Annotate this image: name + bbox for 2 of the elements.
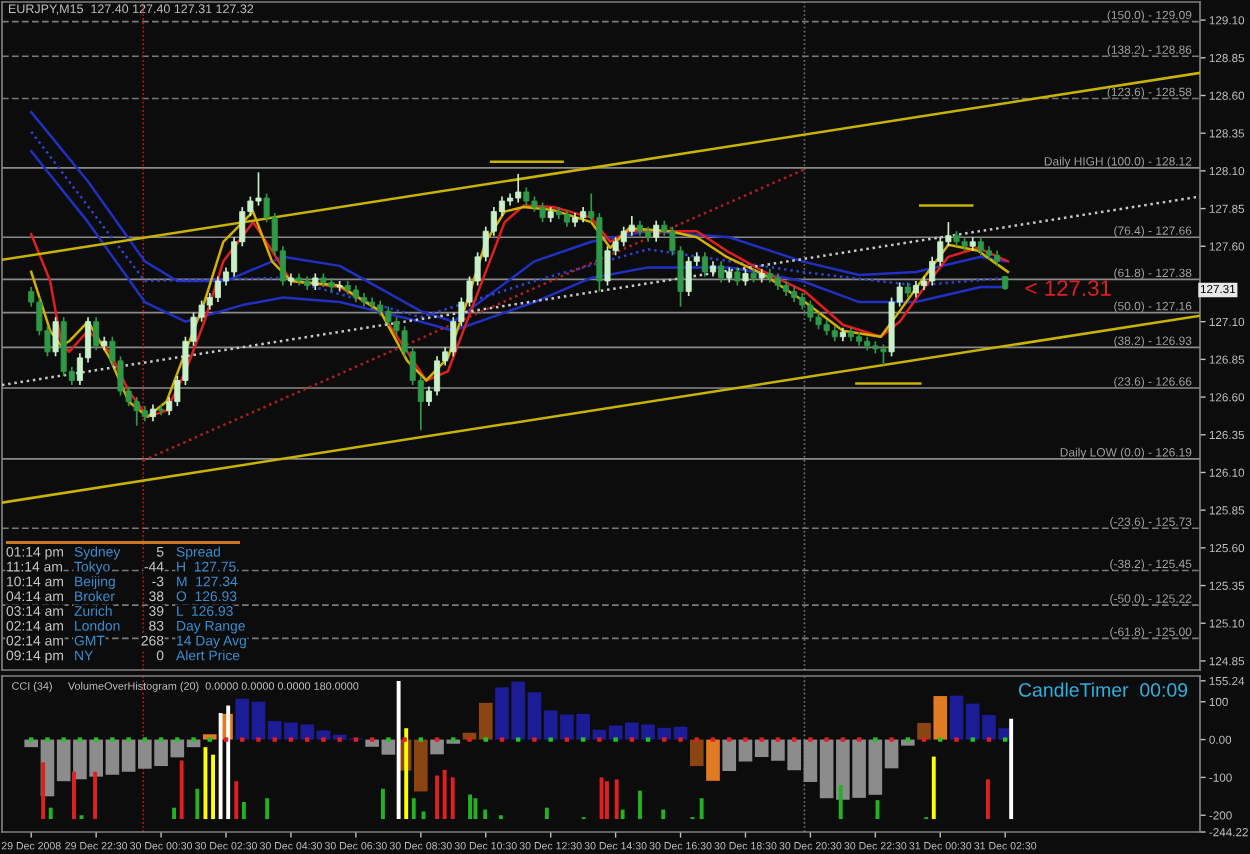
annotation: CandleTimer 00:09	[1018, 682, 1188, 697]
annotation: < 127.31	[1025, 280, 1111, 296]
